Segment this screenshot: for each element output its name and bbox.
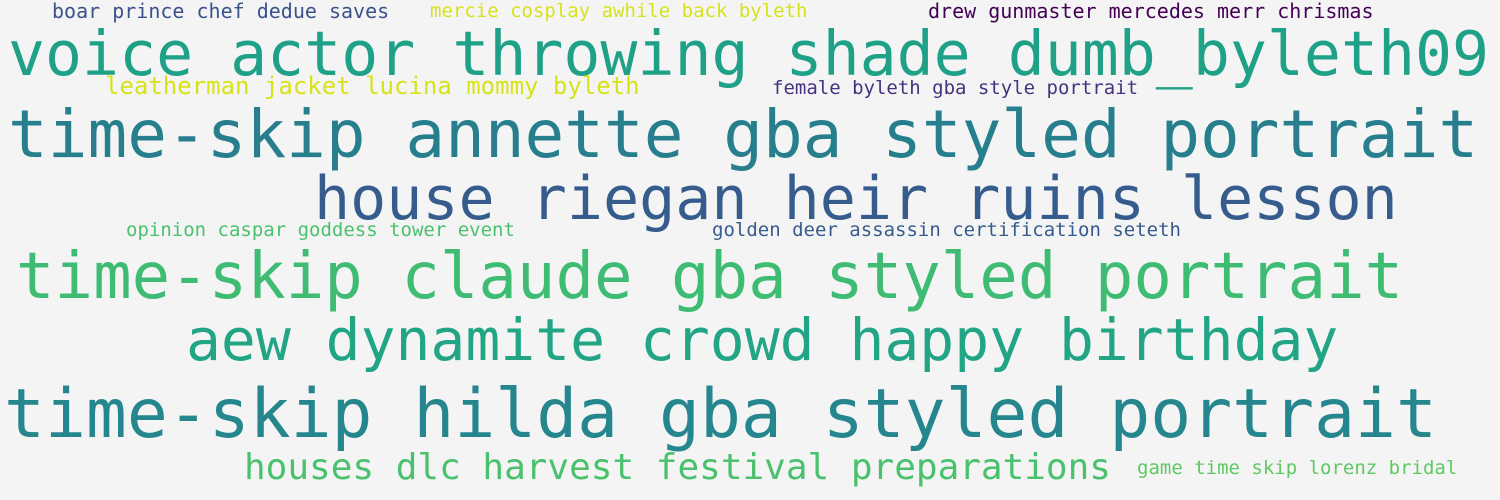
cloud-phrase: houses dlc harvest festival preparations — [244, 447, 1111, 488]
cloud-phrase: aew dynamite crowd happy birthday — [186, 306, 1339, 374]
cloud-phrase: leatherman jacket lucina mommy byleth — [105, 72, 640, 100]
cloud-phrase: time-skip claude gba styled portrait — [16, 240, 1404, 314]
cloud-phrase: boar prince chef dedue saves — [52, 0, 390, 23]
cloud-phrase: drew gunmaster mercedes merr chrismas — [928, 0, 1374, 23]
cloud-phrase: mercie cosplay awhile back byleth — [430, 0, 808, 22]
cloud-phrase: time-skip hilda gba styled portrait — [4, 375, 1437, 454]
cloud-phrase: game time skip lorenz bridal — [1137, 457, 1458, 479]
cloud-phrase: opinion caspar goddess tower event — [126, 219, 515, 241]
cloud-phrase: house riegan heir ruins lesson — [314, 164, 1398, 234]
cloud-phrase: time-skip annette gba styled portrait — [8, 96, 1479, 173]
cloud-phrase: female byleth gba style portrait — [772, 77, 1139, 99]
cloud-phrase: voice actor throwing shade dumb_byleth09 — [8, 18, 1490, 90]
cloud-phrase: golden deer assassin certification setet… — [712, 219, 1181, 241]
